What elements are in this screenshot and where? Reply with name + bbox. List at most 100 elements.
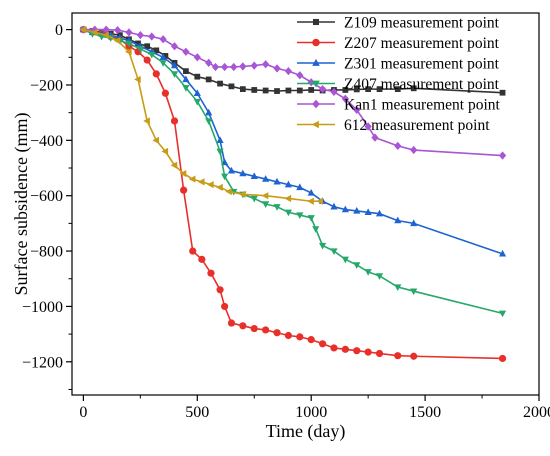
data-point [161, 89, 169, 97]
data-point [221, 62, 229, 72]
data-point [498, 310, 507, 318]
data-point [216, 136, 224, 144]
y-tick-label: −200 [30, 77, 63, 94]
legend-marker [312, 58, 320, 66]
data-point [225, 187, 232, 196]
legend-item: Kan1 measurement point [297, 97, 501, 114]
data-point [90, 28, 98, 36]
legend: Z109 measurement point Z207 measurement p… [297, 15, 501, 134]
data-point [79, 26, 87, 34]
data-point [394, 86, 401, 93]
data-point [250, 324, 258, 333]
data-point [207, 269, 215, 277]
data-point [205, 118, 213, 125]
data-point [102, 31, 109, 39]
data-point [285, 87, 292, 94]
legend-label: Z207 measurement point [344, 35, 500, 52]
data-point [341, 205, 349, 213]
data-point [318, 242, 327, 250]
data-point [216, 148, 224, 156]
data-point [296, 87, 303, 94]
data-point [182, 75, 190, 83]
data-point [159, 60, 167, 67]
data-point [262, 201, 270, 208]
data-point [124, 48, 132, 56]
data-point [194, 73, 201, 80]
data-point [238, 190, 246, 198]
x-tick-label: 0 [79, 404, 87, 421]
data-point [498, 151, 507, 160]
legend-item: 612 measurement point [297, 117, 490, 134]
legend-label: Kan1 measurement point [344, 97, 501, 114]
data-point [273, 64, 281, 73]
data-point [284, 66, 293, 76]
data-point [193, 98, 201, 106]
data-point [198, 255, 206, 263]
data-point [284, 209, 293, 217]
data-point [262, 60, 270, 69]
data-point [341, 345, 349, 353]
data-point [284, 180, 293, 188]
legend-label: Z109 measurement point [344, 15, 500, 32]
x-tick-label: 1500 [409, 404, 441, 421]
y-tick-label: −600 [30, 188, 63, 205]
legend-label: Z301 measurement point [344, 56, 500, 73]
data-point [307, 197, 314, 205]
data-point [250, 61, 258, 70]
data-point [182, 85, 190, 92]
series-line [83, 28, 503, 360]
legend-item: Z207 measurement point [297, 35, 500, 52]
data-point [394, 284, 402, 292]
data-point [170, 42, 179, 51]
data-point [227, 166, 236, 174]
data-point [189, 247, 197, 255]
data-point [273, 329, 281, 337]
data-point [125, 40, 133, 48]
legend-marker [311, 120, 319, 129]
data-point [284, 331, 293, 340]
series-layer [79, 25, 507, 363]
data-point [410, 288, 418, 296]
data-point [375, 209, 384, 217]
data-point [228, 83, 235, 90]
data-point [262, 326, 270, 334]
data-point [91, 25, 99, 34]
legend-item: Z109 measurement point [297, 15, 500, 32]
y-tick-label: −1000 [22, 299, 63, 316]
data-point [170, 61, 179, 69]
data-point [364, 122, 372, 131]
y-axis: 0 −200 −400 −600 −800 −1000 −1200 [22, 22, 72, 390]
data-point [134, 75, 141, 84]
data-point [371, 133, 379, 142]
data-point [161, 147, 169, 156]
data-point [207, 181, 214, 189]
data-point [342, 87, 349, 93]
plot-frame [71, 12, 540, 396]
y-tick-label: −400 [30, 133, 63, 150]
data-point [307, 188, 315, 196]
data-point [170, 161, 178, 169]
data-point [410, 145, 418, 155]
data-point [159, 53, 167, 60]
legend-item: Z407 measurement point [297, 76, 500, 93]
data-point [239, 322, 247, 330]
data-point [113, 26, 122, 35]
data-point [113, 37, 121, 45]
data-point [183, 68, 189, 75]
series-6 [79, 26, 324, 205]
data-point [182, 47, 190, 56]
data-point [197, 178, 205, 186]
data-point [364, 269, 372, 276]
data-point [193, 53, 201, 62]
data-point [330, 248, 338, 256]
x-axis-title: Time (day) [266, 421, 346, 442]
data-point [330, 202, 338, 210]
legend-marker [312, 99, 320, 109]
y-tick-label: −1200 [22, 354, 63, 371]
data-point [308, 87, 315, 93]
data-point [394, 216, 402, 224]
data-point [211, 62, 220, 72]
